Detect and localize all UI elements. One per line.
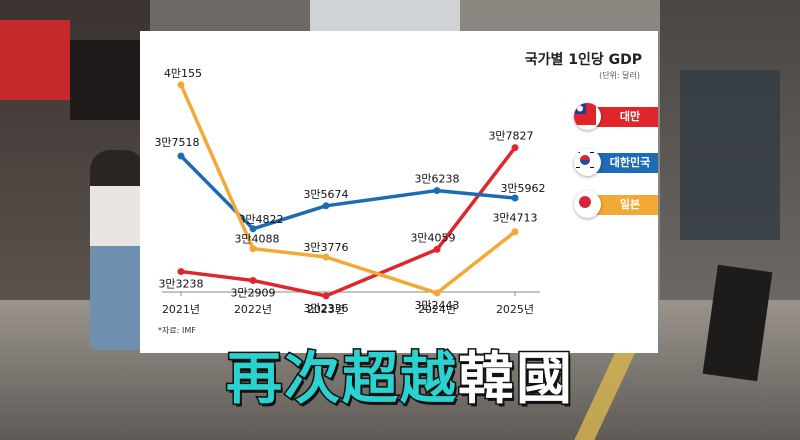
unit-note: (단위: 달러) bbox=[599, 71, 640, 80]
caption-highlight: 再次超越 bbox=[225, 346, 458, 414]
data-label: 3만6238 bbox=[414, 173, 459, 186]
data-point bbox=[177, 268, 185, 276]
data-label: 3만2443 bbox=[414, 299, 459, 312]
data-label: 3만4088 bbox=[234, 233, 279, 246]
legend-item-korea: 대한민국 bbox=[574, 149, 658, 176]
data-point bbox=[322, 253, 330, 261]
line-chart: 2021년 2022년 2023년 2024년 2025년 3만3238 3만2909 3만2… bbox=[154, 67, 545, 316]
data-point bbox=[433, 289, 441, 297]
data-label: 3만3776 bbox=[303, 241, 348, 254]
data-point bbox=[177, 81, 185, 89]
series-line-0 bbox=[179, 145, 517, 298]
japan-flag-icon bbox=[574, 191, 601, 218]
shop-sign bbox=[0, 20, 70, 100]
x-tick-label: 2024년 bbox=[418, 303, 456, 316]
caption-rest: 韓國 bbox=[457, 346, 574, 414]
data-point bbox=[249, 225, 257, 233]
x-tick-label: 2023년 bbox=[307, 303, 345, 316]
x-tick-label: 2025년 bbox=[496, 303, 534, 316]
data-point bbox=[511, 228, 519, 236]
data-label: 3만4713 bbox=[492, 212, 537, 225]
x-tick-label: 2022년 bbox=[234, 303, 272, 316]
south-korea-flag-icon bbox=[574, 149, 601, 176]
legend-label: 대만 bbox=[588, 107, 658, 127]
data-label: 3만5962 bbox=[500, 182, 545, 195]
chart-card: 2021년 2022년 2023년 2024년 2025년 3만3238 3만2909 3만2… bbox=[140, 31, 658, 353]
data-label: 3만2336 bbox=[303, 302, 348, 315]
data-label: 3만2909 bbox=[230, 286, 275, 299]
x-tick-label: 2021년 bbox=[162, 303, 200, 316]
data-point bbox=[433, 245, 441, 253]
data-point bbox=[322, 292, 330, 300]
data-point bbox=[511, 144, 519, 152]
data-label: 3만4059 bbox=[410, 231, 455, 244]
source-note: *자료: IMF bbox=[158, 326, 196, 335]
legend-item-taiwan: 대만 bbox=[574, 103, 658, 130]
shop-sign bbox=[70, 40, 140, 120]
legend-item-japan: 일본 bbox=[574, 191, 658, 218]
legend-label: 일본 bbox=[588, 195, 658, 215]
chart-title: 국가별 1인당 GDP bbox=[524, 52, 642, 68]
data-point bbox=[511, 194, 519, 202]
data-label: 3만5674 bbox=[303, 188, 348, 201]
video-caption: 再次超越韓國 bbox=[0, 340, 800, 420]
data-label: 4만155 bbox=[164, 67, 202, 80]
data-point bbox=[433, 187, 441, 195]
data-point bbox=[177, 152, 185, 160]
pedestrian bbox=[90, 150, 145, 350]
data-point bbox=[322, 202, 330, 210]
legend-label: 대한민국 bbox=[588, 153, 658, 173]
data-label: 3만7827 bbox=[488, 130, 533, 143]
storefront-window bbox=[680, 70, 780, 240]
taiwan-flag-icon bbox=[574, 103, 601, 130]
data-point bbox=[249, 276, 257, 284]
data-label: 3만7518 bbox=[154, 136, 199, 149]
data-label: 3만3238 bbox=[158, 278, 203, 291]
data-point bbox=[249, 245, 257, 253]
data-label: 3만4822 bbox=[238, 213, 283, 226]
